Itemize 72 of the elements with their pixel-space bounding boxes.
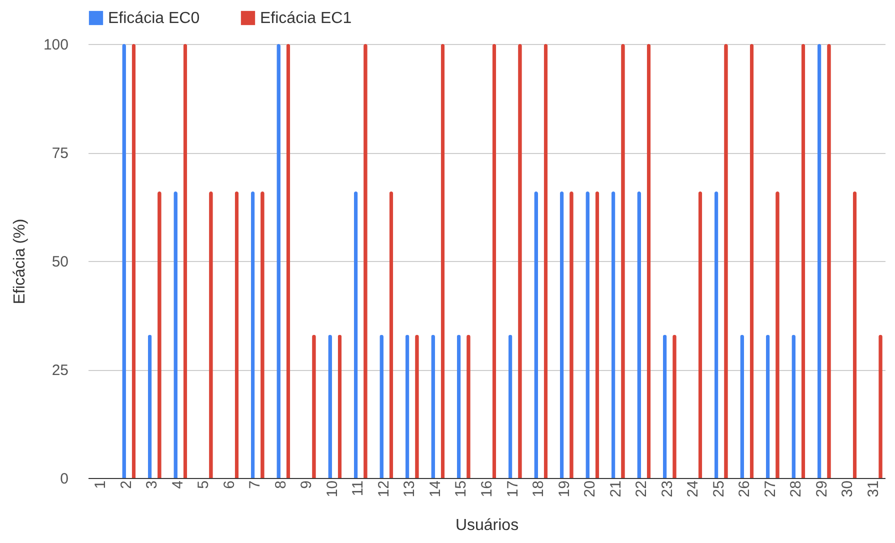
bar (132, 44, 136, 478)
x-tick-label: 14 (427, 480, 444, 498)
y-axis-title: Eficácia (%) (11, 218, 28, 304)
bar (148, 334, 152, 478)
x-tick-label: 2 (118, 480, 135, 489)
x-tick-label: 17 (504, 480, 522, 498)
y-tick-label: 75 (52, 145, 68, 162)
bar (637, 192, 642, 478)
bar (544, 44, 548, 478)
bar (646, 44, 651, 478)
y-tick-label: 50 (52, 254, 68, 270)
bar (852, 192, 857, 478)
bar (456, 334, 461, 478)
bar (354, 192, 358, 478)
legend-label: Eficácia EC0 (108, 10, 200, 27)
bar (595, 192, 600, 478)
x-tick-label: 1 (92, 480, 110, 489)
y-tick-label: 100 (43, 36, 68, 54)
bar (801, 44, 806, 478)
bar (698, 192, 702, 478)
bar (714, 192, 718, 478)
x-tick-label: 7 (246, 480, 264, 489)
x-tick-label: 6 (220, 480, 238, 489)
x-tick-label: 10 (324, 480, 341, 498)
bar (389, 192, 394, 478)
x-tick-label: 13 (401, 480, 418, 498)
bar (234, 192, 239, 478)
bar (440, 44, 445, 478)
x-tick-label: 3 (144, 480, 161, 489)
bar (286, 44, 290, 478)
x-tick-label: 23 (658, 480, 676, 498)
x-tick-label: 16 (478, 480, 496, 498)
bar (817, 44, 822, 478)
x-tick-label: 19 (556, 480, 573, 498)
x-tick-label: 26 (736, 480, 754, 498)
bar (508, 334, 512, 478)
x-tick-label: 12 (375, 480, 392, 498)
x-tick-label: 22 (633, 480, 650, 498)
x-tick-label: 21 (607, 480, 624, 498)
x-tick-label: 18 (530, 480, 547, 498)
x-axis-title: Usuários (455, 517, 519, 534)
bar (662, 334, 667, 478)
y-tick-label: 0 (60, 470, 68, 488)
bar (611, 192, 616, 478)
x-tick-label: 27 (762, 480, 779, 498)
x-tick-label: 30 (839, 480, 856, 498)
x-tick-label: 29 (813, 480, 830, 498)
bar (792, 334, 796, 478)
x-tick-label: 4 (169, 480, 186, 489)
bar (586, 192, 590, 478)
x-tick-label: 25 (710, 480, 728, 498)
x-tick-label: 8 (272, 480, 290, 489)
y-tick-label: 25 (52, 362, 68, 379)
x-tick-label: 11 (350, 480, 367, 496)
x-tick-label: 28 (788, 480, 805, 498)
bar (534, 192, 538, 478)
bar (766, 334, 770, 478)
bar (750, 44, 754, 478)
legend-label: Eficácia EC1 (260, 10, 352, 27)
bar (183, 44, 188, 478)
bar (338, 334, 342, 478)
x-tick-label: 9 (298, 480, 316, 489)
bar (405, 334, 410, 478)
x-tick-label: 31 (864, 480, 882, 498)
bar (250, 192, 255, 478)
bar (560, 192, 564, 478)
x-tick-label: 15 (452, 480, 470, 498)
x-tick-label: 20 (582, 480, 599, 498)
bar (492, 44, 496, 478)
bar (740, 334, 744, 478)
x-tick-label: 24 (684, 480, 702, 498)
x-tick-label: 5 (195, 480, 212, 489)
